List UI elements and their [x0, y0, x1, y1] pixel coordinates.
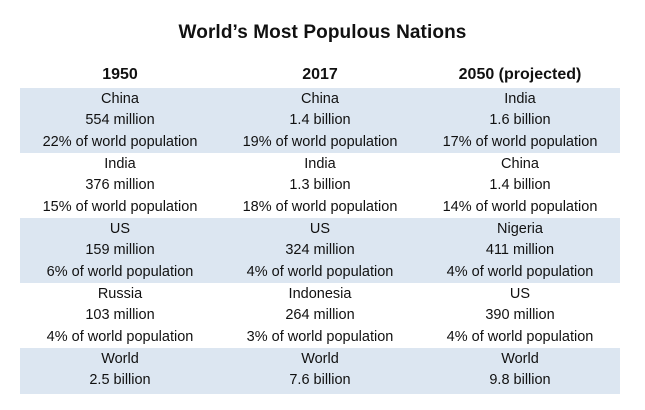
country-name: China: [501, 156, 539, 172]
population-share: 4% of world population: [46, 328, 194, 345]
population-value: 1.6 billion: [489, 112, 551, 129]
population-share: 4% of world population: [246, 263, 394, 280]
population-value: 103 million: [85, 307, 155, 324]
population-share: 3% of world population: [246, 328, 394, 345]
table-cell: China 1.4 billion 19% of world populatio…: [220, 88, 420, 153]
country-name: US: [509, 286, 531, 302]
population-value: 390 million: [485, 307, 555, 324]
country-name: Nigeria: [497, 221, 543, 237]
population-share: 6% of world population: [46, 263, 194, 280]
population-value: 264 million: [285, 307, 355, 324]
population-share: 19% of world population: [242, 133, 398, 150]
population-value: 1.4 billion: [289, 112, 351, 129]
country-name: Russia: [97, 286, 143, 302]
country-name: World: [501, 351, 539, 367]
table-cell: World 7.6 billion: [220, 348, 420, 394]
table-cell: World 2.5 billion: [20, 348, 220, 394]
table-cell: US 159 million 6% of world population: [20, 218, 220, 283]
population-share: 18% of world population: [242, 198, 398, 215]
country-name: Indonesia: [288, 286, 352, 302]
population-share: 22% of world population: [42, 133, 198, 150]
column-header-2050-projected: 2050 (projected): [458, 66, 582, 83]
population-value: 324 million: [285, 242, 355, 259]
table-cell: World 9.8 billion: [420, 348, 620, 394]
column-headers: 1950 2017 2050 (projected): [20, 62, 620, 88]
rank-row-4: Russia 103 million 4% of world populatio…: [20, 283, 620, 348]
country-name: India: [504, 91, 536, 107]
population-value: 411 million: [485, 242, 555, 259]
country-name: India: [104, 156, 136, 172]
table-cell: China 554 million 22% of world populatio…: [20, 88, 220, 153]
country-name: China: [301, 91, 339, 107]
table-cell: India 376 million 15% of world populatio…: [20, 153, 220, 218]
rank-row-2: India 376 million 15% of world populatio…: [20, 153, 620, 218]
column-header-2017: 2017: [302, 66, 338, 83]
table-cell: US 324 million 4% of world population: [220, 218, 420, 283]
population-value: 159 million: [85, 242, 155, 259]
population-share: 4% of world population: [446, 263, 594, 280]
population-value: 7.6 billion: [289, 372, 351, 389]
table-cell: India 1.6 billion 17% of world populatio…: [420, 88, 620, 153]
population-value: 1.3 billion: [289, 177, 351, 194]
country-name: US: [109, 221, 131, 237]
population-value: 9.8 billion: [489, 372, 551, 389]
country-name: China: [101, 91, 139, 107]
table-title: World’s Most Populous Nations: [178, 22, 467, 43]
population-share: 17% of world population: [442, 133, 598, 150]
table-cell: Russia 103 million 4% of world populatio…: [20, 283, 220, 348]
country-name: India: [304, 156, 336, 172]
table-cell: US 390 million 4% of world population: [420, 283, 620, 348]
rank-row-3: US 159 million 6% of world population US…: [20, 218, 620, 283]
country-name: US: [309, 221, 331, 237]
rank-row-1: China 554 million 22% of world populatio…: [20, 88, 620, 153]
table-cell: India 1.3 billion 18% of world populatio…: [220, 153, 420, 218]
population-table: 1950 2017 2050 (projected) China 554 mil…: [20, 62, 620, 394]
table-cell: Nigeria 411 million 4% of world populati…: [420, 218, 620, 283]
world-total-row: World 2.5 billion World 7.6 billion Worl…: [20, 348, 620, 394]
population-value: 2.5 billion: [89, 372, 151, 389]
population-value: 1.4 billion: [489, 177, 551, 194]
population-share: 4% of world population: [446, 328, 594, 345]
column-header-1950: 1950: [102, 66, 138, 83]
population-share: 14% of world population: [442, 198, 598, 215]
population-value: 376 million: [85, 177, 155, 194]
country-name: World: [101, 351, 139, 367]
country-name: World: [301, 351, 339, 367]
table-cell: China 1.4 billion 14% of world populatio…: [420, 153, 620, 218]
population-value: 554 million: [85, 112, 155, 129]
population-share: 15% of world population: [42, 198, 198, 215]
table-cell: Indonesia 264 million 3% of world popula…: [220, 283, 420, 348]
